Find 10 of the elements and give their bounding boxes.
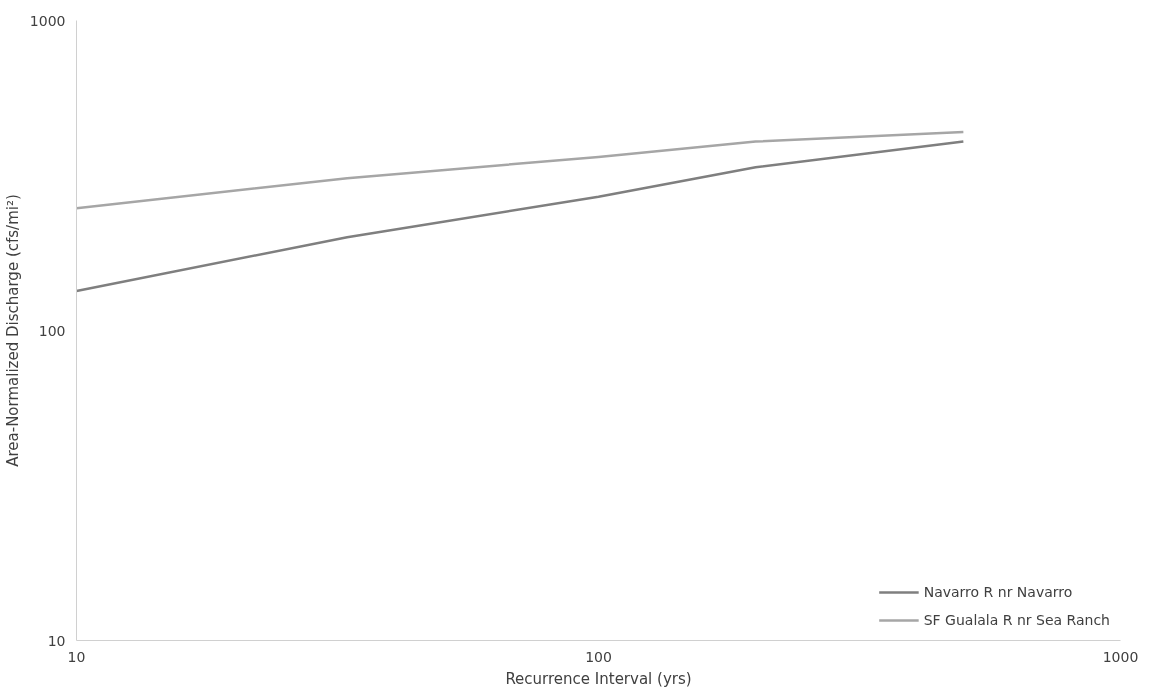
y-axis-title: Area-Normalized Discharge (cfs/mi²) bbox=[3, 194, 22, 467]
legend-label: Navarro R nr Navarro bbox=[923, 584, 1073, 600]
y-tick-label: 100 bbox=[38, 322, 66, 339]
legend-label: SF Gualala R nr Sea Ranch bbox=[923, 612, 1110, 628]
x-tick-label: 100 bbox=[585, 648, 612, 665]
x-tick-label: 10 bbox=[67, 648, 86, 665]
y-tick-label: 1000 bbox=[29, 12, 66, 29]
y-tick-label: 10 bbox=[47, 632, 66, 649]
x-axis-title: Recurrence Interval (yrs) bbox=[505, 669, 692, 688]
x-tick-label: 1000 bbox=[1102, 648, 1139, 665]
